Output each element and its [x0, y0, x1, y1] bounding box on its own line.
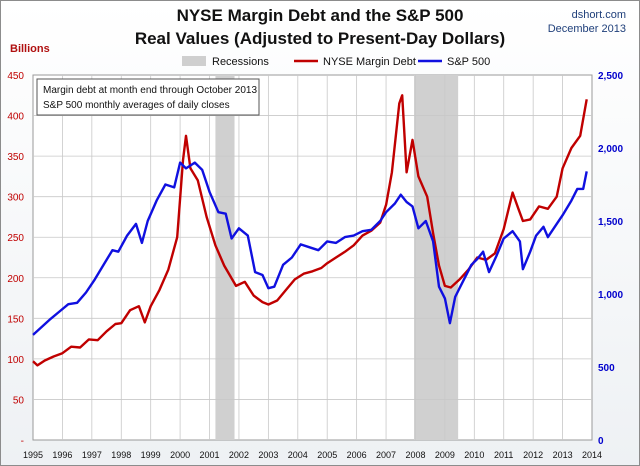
annotation-line-2: S&P 500 monthly averages of daily closes: [43, 100, 230, 111]
right-tick-label: 2,500: [598, 71, 623, 82]
source-date: December 2013: [547, 23, 626, 35]
right-tick-label: 0: [598, 436, 604, 447]
left-axis-unit-label: Billions: [10, 43, 50, 55]
right-tick-label: 1,000: [598, 290, 623, 301]
x-tick-label: 2008: [405, 450, 425, 460]
x-tick-label: 2011: [494, 450, 513, 460]
chart-title-line1: NYSE Margin Debt and the S&P 500: [176, 6, 464, 25]
x-tick-label: 1999: [141, 450, 161, 460]
series-s-p-500: [32, 161, 588, 336]
x-tick-label: 1997: [82, 450, 102, 460]
x-tick-label: 2014: [582, 450, 602, 460]
right-tick-label: 500: [598, 363, 615, 374]
left-tick-label: 350: [7, 152, 24, 163]
x-tick-label: 1995: [23, 450, 43, 460]
x-tick-label: 2012: [523, 450, 543, 460]
left-tick-label: 200: [7, 274, 24, 285]
x-tick-label: 2003: [258, 450, 278, 460]
source-credit: dshort.com December 2013: [548, 8, 626, 36]
chart-title-line2: Real Values (Adjusted to Present-Day Dol…: [134, 29, 506, 48]
left-tick-label: 50: [13, 395, 25, 406]
x-tick-label: 1996: [52, 450, 72, 460]
left-tick-label: 300: [7, 193, 24, 204]
x-tick-label: 2013: [553, 450, 573, 460]
legend-recessions-label: Recessions: [212, 56, 269, 68]
x-tick-label: 1998: [111, 450, 131, 460]
x-tick-label: 2002: [229, 450, 249, 460]
x-tick-label: 2007: [376, 450, 396, 460]
x-tick-label: 2001: [200, 450, 220, 460]
legend-margin-debt-label: NYSE Margin Debt: [323, 56, 416, 68]
x-tick-label: 2009: [435, 450, 455, 460]
right-tick-label: 2,000: [598, 144, 623, 155]
left-tick-label: 150: [7, 314, 24, 325]
legend-recessions-swatch: [182, 56, 206, 66]
annotation-box: [36, 78, 260, 116]
left-tick-label: 100: [7, 355, 24, 366]
x-tick-label: 2006: [347, 450, 367, 460]
x-tick-label: 2004: [288, 450, 308, 460]
left-tick-label: -: [21, 436, 24, 447]
plot-area: [32, 74, 593, 441]
legend-sp500-label: S&P 500: [447, 56, 490, 68]
left-tick-label: 400: [7, 112, 24, 123]
annotation-line-1: Margin debt at month end through October…: [43, 85, 257, 96]
x-tick-label: 2000: [170, 450, 190, 460]
x-tick-label: 2010: [464, 450, 484, 460]
x-tick-label: 2005: [317, 450, 337, 460]
left-tick-label: 250: [7, 233, 24, 244]
right-tick-label: 1,500: [598, 217, 623, 228]
recession-band-1: [215, 75, 235, 440]
left-tick-label: 450: [7, 71, 24, 82]
series-nyse-margin-debt: [32, 94, 588, 367]
source-site: dshort.com: [571, 9, 626, 21]
